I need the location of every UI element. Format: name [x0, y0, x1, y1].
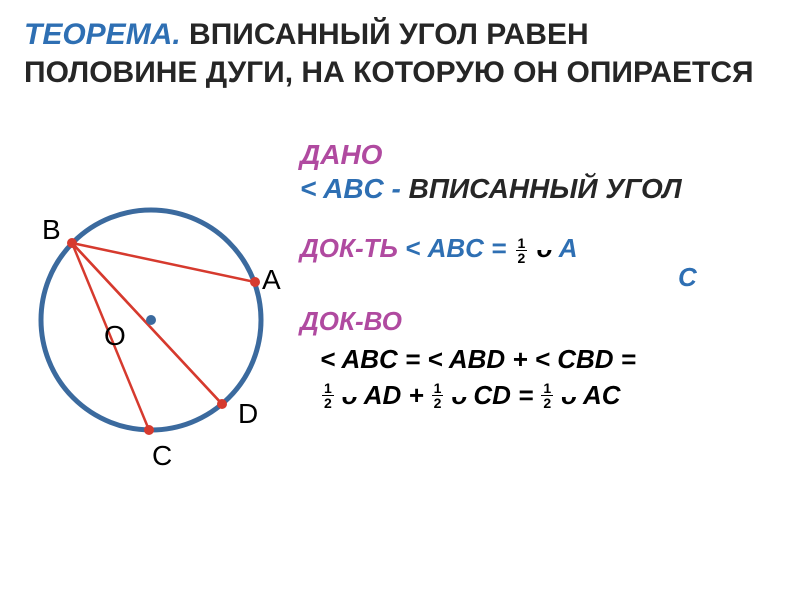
- label-A: A: [262, 264, 281, 296]
- frac-den: 2: [516, 250, 528, 265]
- arc-symbol: ᴗ: [561, 380, 577, 411]
- given-rest: ВПИСАННЫЙ УГОЛ: [409, 173, 682, 204]
- theorem-label: ТЕОРЕМА.: [24, 18, 181, 51]
- given-label: ДАНО: [300, 138, 682, 172]
- label-O: О: [104, 320, 126, 352]
- prove-expr-left: < ABC =: [405, 233, 513, 263]
- circle-diagram: A B C D О: [6, 170, 296, 470]
- proof-line1: < ABC = < ABD + < CBD =: [320, 344, 636, 375]
- label-C: C: [152, 440, 172, 472]
- label-B: B: [42, 214, 61, 246]
- proof-label: ДОК-ВО: [300, 306, 402, 337]
- arc-symbol: ᴗ: [451, 380, 467, 411]
- frac-num: 1: [432, 381, 444, 395]
- frac-den: 2: [541, 395, 553, 410]
- fraction-half: 1 2: [541, 381, 553, 410]
- prove-block: ДОК-ТЬ < ABC = 1 2 ᴗ A: [300, 232, 577, 265]
- prove-a: A: [559, 233, 578, 263]
- frac-den: 2: [432, 395, 444, 410]
- proof-cd: CD =: [473, 380, 533, 411]
- frac-num: 1: [541, 381, 553, 395]
- prove-label: ДОК-ТЬ: [300, 233, 405, 263]
- prove-c: C: [678, 262, 697, 293]
- proof-ad: AD +: [364, 380, 424, 411]
- given-expr: < ABC -: [300, 173, 409, 204]
- given-line1: < ABC - ВПИСАННЫЙ УГОЛ: [300, 172, 682, 206]
- arc-symbol: ᴗ: [342, 380, 358, 411]
- fraction-half: 1 2: [322, 381, 334, 410]
- proof-line2: 1 2 ᴗAD + 1 2 ᴗCD = 1 2 ᴗAC: [320, 380, 621, 411]
- frac-den: 2: [322, 395, 334, 410]
- theorem-title: ТЕОРЕМА. ВПИСАННЫЙ УГОЛ РАВЕН ПОЛОВИНЕ Д…: [24, 16, 764, 91]
- fraction-half: 1 2: [516, 236, 528, 265]
- frac-num: 1: [516, 236, 528, 250]
- proof-ac: AC: [583, 380, 621, 411]
- arc-symbol: ᴗ: [537, 233, 559, 263]
- fraction-half: 1 2: [432, 381, 444, 410]
- label-D: D: [238, 398, 258, 430]
- given-block: ДАНО < ABC - ВПИСАННЫЙ УГОЛ: [300, 138, 682, 205]
- frac-num: 1: [322, 381, 334, 395]
